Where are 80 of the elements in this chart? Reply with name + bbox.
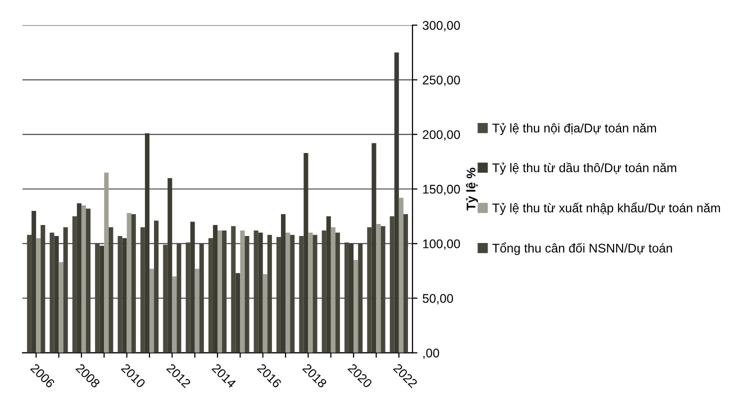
bar: [186, 242, 190, 353]
bar: [236, 273, 240, 353]
bar: [394, 52, 399, 353]
bar: [32, 210, 36, 353]
bar: [86, 208, 91, 353]
bar: [131, 214, 136, 353]
bar: [58, 262, 64, 353]
bar: [63, 227, 68, 353]
bar: [54, 236, 59, 353]
bar: [222, 230, 227, 353]
bar: [344, 242, 350, 353]
bar: [304, 152, 308, 353]
bar: [154, 220, 159, 353]
bar: [354, 260, 358, 353]
bar: [290, 234, 295, 353]
bar: [163, 244, 168, 353]
bar: [267, 234, 272, 353]
bar: [140, 227, 145, 353]
bar: [286, 232, 290, 353]
bar: [218, 230, 222, 353]
bar: [398, 198, 404, 353]
bar: [308, 232, 313, 353]
bar: [380, 226, 386, 353]
legend-label: Tổng thu cân đối NSNN/Dự toán: [492, 242, 672, 256]
bar: [122, 238, 127, 353]
bar: [376, 224, 381, 353]
bar: [199, 244, 204, 353]
bar: [390, 216, 394, 353]
bar: [231, 226, 236, 353]
bar: [335, 232, 340, 353]
bar: [358, 244, 363, 353]
bar: [190, 222, 195, 353]
bar: [244, 236, 250, 353]
bar: [149, 268, 154, 353]
bar: [126, 213, 132, 353]
bar: [36, 238, 41, 353]
bar: [108, 227, 114, 353]
bar: [322, 230, 326, 353]
bar: [280, 214, 286, 353]
y-tick-label: 100,00: [423, 239, 460, 250]
y-tick-label: 50,00: [422, 294, 454, 304]
bar: [144, 133, 150, 353]
bar: [254, 230, 258, 353]
bar: [176, 244, 182, 353]
y-tick-label: ,00: [423, 348, 440, 359]
y-tick-label: 200,00: [422, 130, 460, 141]
bar: [240, 230, 245, 353]
bar: [326, 216, 331, 353]
legend-label: Tỷ lệ thu từ dầu thô/Dự toán năm: [492, 162, 676, 175]
bar: [330, 227, 336, 353]
y-tick-label: 150,00: [423, 184, 460, 196]
bar: [168, 178, 172, 353]
bar: [27, 234, 32, 353]
bar: [50, 232, 54, 353]
bar: [72, 216, 77, 353]
bar: [194, 268, 200, 353]
y-tick-label: 300,00: [422, 21, 460, 32]
bar: [258, 232, 263, 353]
bar: [299, 236, 304, 353]
bar: [95, 244, 100, 353]
bar: [212, 225, 218, 353]
bar: [118, 236, 122, 353]
bar: [349, 244, 354, 353]
y-axis-title: Tỷ lệ %: [466, 168, 478, 210]
bar: [276, 237, 281, 353]
bar: [208, 238, 213, 353]
bar: [76, 203, 82, 353]
bar: [104, 172, 109, 353]
y-tick-label: 250,00: [422, 76, 460, 86]
bar: [372, 143, 376, 353]
bar: [40, 225, 46, 353]
legend-label: Tỷ lệ thu nội địa/Dự toán năm: [492, 122, 656, 135]
bar: [262, 274, 268, 353]
bar: [312, 234, 318, 353]
bar: [172, 276, 177, 353]
bar: [367, 227, 372, 353]
legend-label: Tỷ lệ thu từ xuất nhập khẩu/Dự toán năm: [492, 202, 720, 215]
bar: [403, 214, 408, 353]
bar: [100, 246, 104, 353]
bar: [81, 205, 86, 353]
